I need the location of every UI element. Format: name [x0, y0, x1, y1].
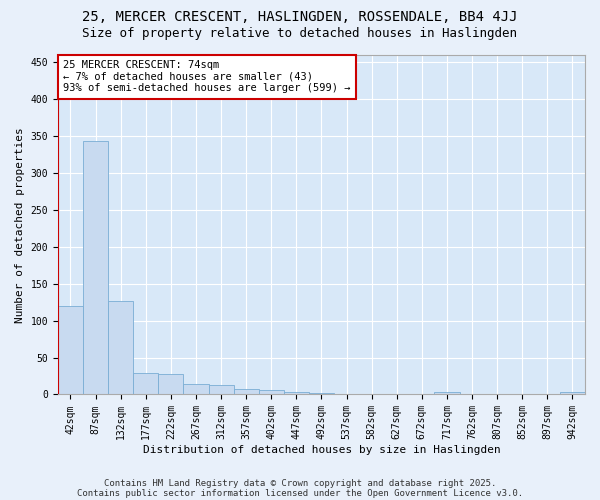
Text: 25 MERCER CRESCENT: 74sqm
← 7% of detached houses are smaller (43)
93% of semi-d: 25 MERCER CRESCENT: 74sqm ← 7% of detach…: [63, 60, 350, 94]
Text: Contains HM Land Registry data © Crown copyright and database right 2025.: Contains HM Land Registry data © Crown c…: [104, 478, 496, 488]
Text: Contains public sector information licensed under the Open Government Licence v3: Contains public sector information licen…: [77, 488, 523, 498]
Bar: [259, 390, 284, 394]
Bar: [560, 392, 585, 394]
Bar: [434, 392, 460, 394]
Bar: [209, 385, 233, 394]
X-axis label: Distribution of detached houses by size in Haslingden: Distribution of detached houses by size …: [143, 445, 500, 455]
Bar: [58, 306, 83, 394]
Bar: [184, 384, 209, 394]
Bar: [108, 300, 133, 394]
Text: 25, MERCER CRESCENT, HASLINGDEN, ROSSENDALE, BB4 4JJ: 25, MERCER CRESCENT, HASLINGDEN, ROSSEND…: [82, 10, 518, 24]
Y-axis label: Number of detached properties: Number of detached properties: [15, 127, 25, 322]
Bar: [284, 392, 309, 394]
Text: Size of property relative to detached houses in Haslingden: Size of property relative to detached ho…: [83, 28, 517, 40]
Bar: [158, 374, 184, 394]
Bar: [309, 393, 334, 394]
Bar: [133, 373, 158, 394]
Bar: [233, 390, 259, 394]
Bar: [83, 142, 108, 394]
